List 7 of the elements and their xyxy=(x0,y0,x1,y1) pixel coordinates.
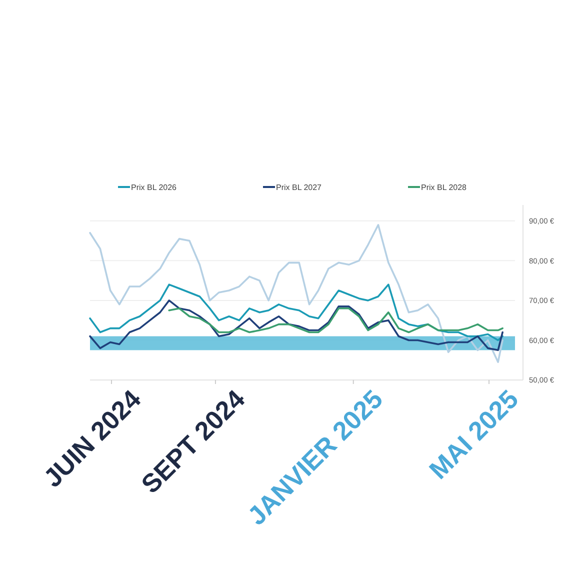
line-series xyxy=(89,224,504,363)
line-series xyxy=(89,284,504,342)
legend-label: Prix BL 2027 xyxy=(276,182,322,192)
legend-label: Prix BL 2026 xyxy=(131,182,178,192)
line-series xyxy=(168,308,504,334)
line-series xyxy=(89,300,504,352)
legend-label: Prix BL 2028 xyxy=(421,182,468,192)
